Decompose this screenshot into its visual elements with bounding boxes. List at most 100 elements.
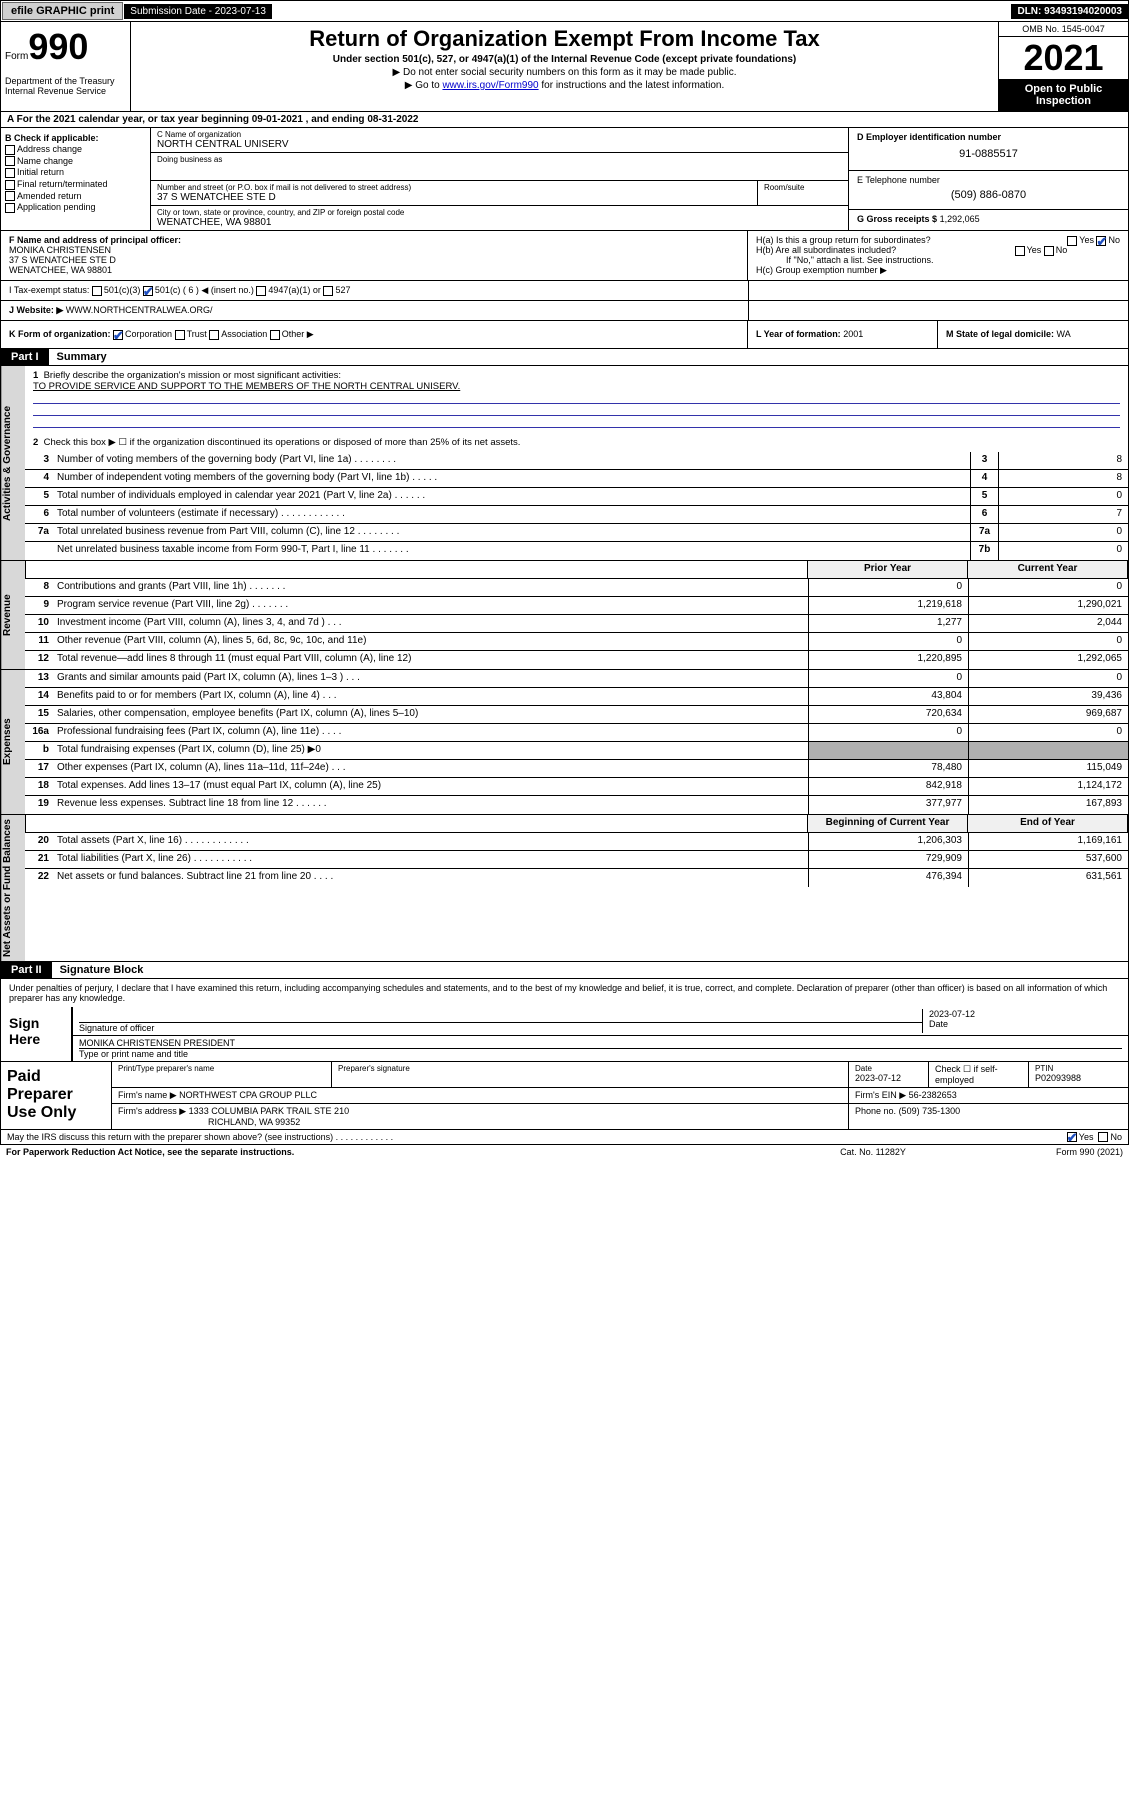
city-val: WENATCHEE, WA 98801	[157, 217, 842, 228]
omb-number: OMB No. 1545-0047	[999, 22, 1128, 37]
goto-prefix: ▶ Go to	[405, 80, 443, 91]
cb-other[interactable]	[270, 330, 280, 340]
lbl-527: 527	[335, 285, 350, 295]
form-ref: Form 990 (2021)	[973, 1147, 1123, 1157]
cb-address-change[interactable]: Address change	[5, 144, 146, 155]
row-j: J Website: ▶ WWW.NORTHCENTRALWEA.ORG/	[0, 301, 1129, 321]
section-net-assets: Net Assets or Fund Balances Beginning of…	[0, 815, 1129, 962]
exp-line-18: 18Total expenses. Add lines 13–17 (must …	[25, 778, 1128, 796]
col-c-org-info: C Name of organization NORTH CENTRAL UNI…	[151, 128, 848, 230]
dba-cap: Doing business as	[157, 155, 842, 164]
signature-block: Under penalties of perjury, I declare th…	[0, 979, 1129, 1062]
tab-revenue: Revenue	[1, 561, 25, 669]
discuss-row: May the IRS discuss this return with the…	[0, 1130, 1129, 1145]
exp-line-16a: 16aProfessional fundraising fees (Part I…	[25, 724, 1128, 742]
prep-sig-cap: Preparer's signature	[338, 1064, 842, 1073]
section-bcd: B Check if applicable: Address change Na…	[0, 128, 1129, 230]
prep-name-cap: Print/Type preparer's name	[118, 1064, 325, 1073]
irs-link[interactable]: www.irs.gov/Form990	[442, 80, 538, 91]
row-i: I Tax-exempt status: 501(c)(3) 501(c) ( …	[0, 281, 1129, 301]
gov-line-4: 4Number of independent voting members of…	[25, 470, 1128, 488]
firm-ein: 56-2382653	[909, 1090, 957, 1100]
cb-application-pending[interactable]: Application pending	[5, 202, 146, 213]
ptin-val: P02093988	[1035, 1073, 1122, 1083]
row-a-tax-year: A For the 2021 calendar year, or tax yea…	[0, 112, 1129, 128]
phone-cap: E Telephone number	[857, 175, 1120, 185]
lbl-501c3: 501(c)(3)	[104, 285, 141, 295]
cb-final-return[interactable]: Final return/terminated	[5, 179, 146, 190]
section-governance: Activities & Governance 1 Briefly descri…	[0, 366, 1129, 561]
cb-initial-return[interactable]: Initial return	[5, 167, 146, 178]
org-name-cap: C Name of organization	[157, 130, 842, 139]
tax-year: 2021	[999, 37, 1128, 79]
sig-officer-cap: Signature of officer	[79, 1023, 922, 1033]
dept-treasury: Department of the Treasury Internal Reve…	[5, 76, 126, 96]
rev-header-row: Prior Year Current Year	[25, 561, 1128, 579]
f-cap: F Name and address of principal officer:	[9, 235, 181, 245]
part-1-title: Summary	[49, 351, 107, 363]
hdr-current-year: Current Year	[967, 561, 1127, 578]
sig-name-cap: Type or print name and title	[79, 1048, 1122, 1059]
rev-line-8: 8Contributions and grants (Part VIII, li…	[25, 579, 1128, 597]
goto-suffix: for instructions and the latest informat…	[539, 80, 725, 91]
col-d-ids: D Employer identification number 91-0885…	[848, 128, 1128, 230]
paid-preparer: Paid Preparer Use Only Print/Type prepar…	[0, 1062, 1129, 1130]
prep-date-cap: Date	[855, 1064, 922, 1073]
cb-assoc[interactable]	[209, 330, 219, 340]
lbl-corp: Corporation	[125, 329, 172, 339]
cb-amended-return[interactable]: Amended return	[5, 191, 146, 202]
cb-501c[interactable]	[143, 286, 153, 296]
cb-527[interactable]	[323, 286, 333, 296]
form-subtitle-1: Under section 501(c), 527, or 4947(a)(1)…	[135, 54, 994, 65]
cb-501c3[interactable]	[92, 286, 102, 296]
net-line-20: 20Total assets (Part X, line 16) . . . .…	[25, 833, 1128, 851]
part-2-header: Part II Signature Block	[0, 962, 1129, 979]
cb-name-change[interactable]: Name change	[5, 156, 146, 167]
i-cap: I Tax-exempt status:	[9, 285, 89, 295]
tab-expenses: Expenses	[1, 670, 25, 814]
m-val: WA	[1057, 329, 1071, 339]
exp-line-17: 17Other expenses (Part IX, column (A), l…	[25, 760, 1128, 778]
line-1: 1 Briefly describe the organization's mi…	[25, 366, 1128, 433]
ein-val: 91-0885517	[857, 142, 1120, 166]
phone-val: (509) 886-0870	[857, 185, 1120, 205]
cb-4947[interactable]	[256, 286, 266, 296]
j-website[interactable]: WWW.NORTHCENTRALWEA.ORG/	[66, 305, 213, 315]
form-header: Form990 Department of the Treasury Inter…	[0, 22, 1129, 112]
discuss-no: No	[1110, 1132, 1122, 1142]
street-cap: Number and street (or P.O. box if mail i…	[157, 183, 751, 192]
hdr-begin-year: Beginning of Current Year	[807, 815, 967, 832]
cat-no: Cat. No. 11282Y	[773, 1147, 973, 1157]
lbl-other: Other ▶	[282, 329, 314, 339]
sig-name: MONIKA CHRISTENSEN PRESIDENT	[79, 1038, 1122, 1048]
net-line-21: 21Total liabilities (Part X, line 26) . …	[25, 851, 1128, 869]
paperwork-notice: For Paperwork Reduction Act Notice, see …	[6, 1147, 773, 1157]
f-name: MONIKA CHRISTENSEN	[9, 245, 739, 255]
discuss-yes: Yes	[1079, 1132, 1094, 1142]
mission-text: TO PROVIDE SERVICE AND SUPPORT TO THE ME…	[33, 381, 460, 392]
sig-date: 2023-07-12	[929, 1009, 1122, 1019]
prep-self-employed[interactable]: Check ☐ if self-employed	[928, 1062, 1028, 1087]
gov-line-5: 5Total number of individuals employed in…	[25, 488, 1128, 506]
ein-cap: D Employer identification number	[857, 132, 1120, 142]
part-1-badge: Part I	[1, 349, 49, 365]
firm-phone: (509) 735-1300	[899, 1106, 961, 1116]
rev-line-10: 10Investment income (Part VIII, column (…	[25, 615, 1128, 633]
firm-name-cap: Firm's name ▶	[118, 1090, 177, 1100]
efile-print-button[interactable]: efile GRAPHIC print	[2, 2, 123, 20]
city-cap: City or town, state or province, country…	[157, 208, 842, 217]
discuss-no-cb[interactable]	[1098, 1132, 1108, 1142]
dln: DLN: 93493194020003	[1011, 4, 1128, 19]
col-b-checkboxes: B Check if applicable: Address change Na…	[1, 128, 151, 230]
cb-corp[interactable]	[113, 330, 123, 340]
discuss-yes-cb[interactable]	[1067, 1132, 1077, 1142]
hdr-end-year: End of Year	[967, 815, 1127, 832]
hdr-prior-year: Prior Year	[807, 561, 967, 578]
rev-line-12: 12Total revenue—add lines 8 through 11 (…	[25, 651, 1128, 669]
h-b: H(b) Are all subordinates included? Yes …	[756, 245, 1120, 255]
cb-trust[interactable]	[175, 330, 185, 340]
h-c: H(c) Group exemption number ▶	[756, 265, 1120, 276]
open-to-public: Open to Public Inspection	[999, 79, 1128, 111]
net-line-22: 22Net assets or fund balances. Subtract …	[25, 869, 1128, 887]
discuss-q: May the IRS discuss this return with the…	[7, 1132, 1067, 1142]
